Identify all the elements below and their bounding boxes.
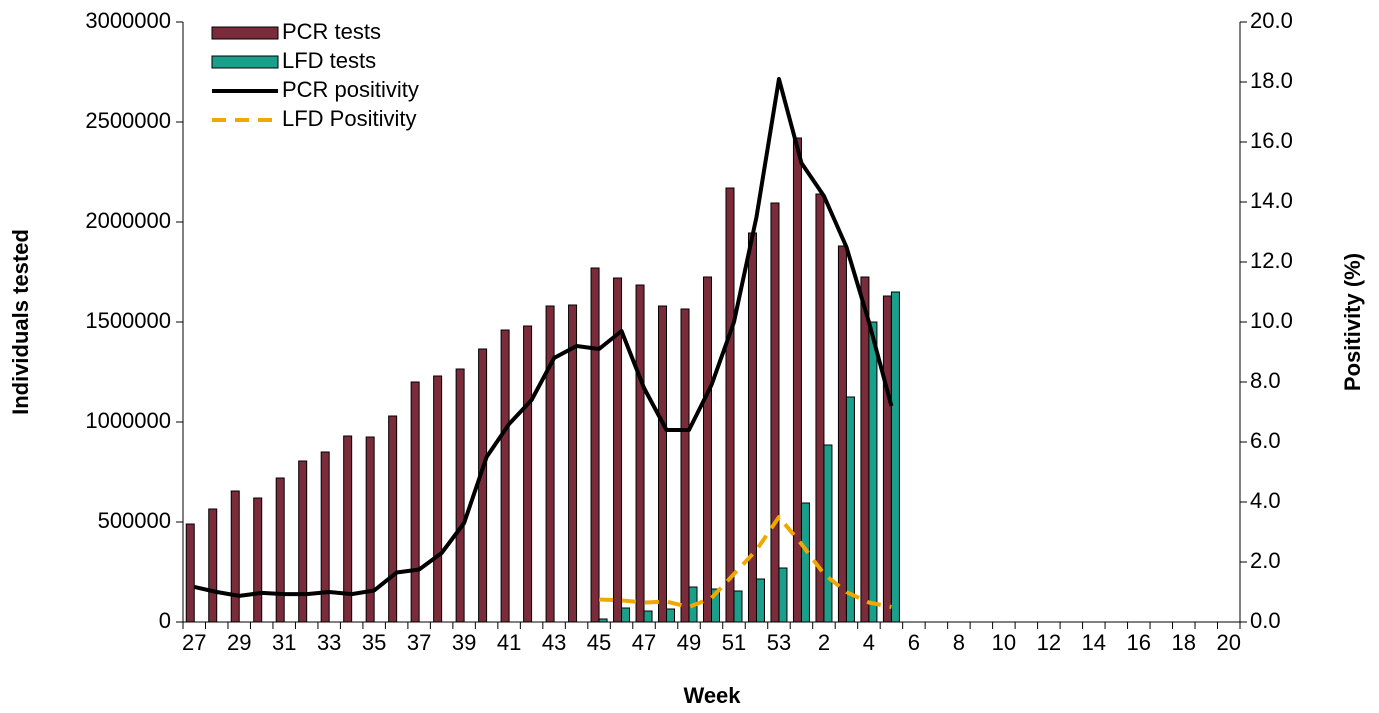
bar — [823, 444, 833, 623]
x-tick-label: 29 — [227, 630, 251, 655]
bar — [703, 276, 712, 623]
bar — [800, 502, 810, 623]
legend-label: PCR positivity — [282, 77, 419, 102]
bar — [275, 477, 285, 623]
bar — [815, 193, 825, 623]
legend-swatch — [211, 55, 279, 69]
bar — [792, 137, 802, 623]
y2-tick-label: 8.0 — [1250, 368, 1281, 393]
y2-tick-label: 18.0 — [1250, 68, 1293, 93]
x-tick-label: 31 — [272, 630, 296, 655]
y2-tick-label: 20.0 — [1250, 8, 1293, 33]
bar — [770, 202, 780, 623]
x-tick-label: 39 — [452, 630, 476, 655]
y-tick-label: 0 — [159, 608, 171, 633]
y2-tick-label: 2.0 — [1250, 548, 1281, 573]
bar — [747, 232, 757, 623]
x-tick-label: 35 — [362, 630, 386, 655]
bar — [666, 608, 676, 623]
x-tick-label: 12 — [1037, 630, 1061, 655]
bar — [478, 348, 488, 623]
legend-label: PCR tests — [282, 19, 381, 44]
bar — [778, 567, 788, 623]
y-tick-label: 2500000 — [85, 108, 171, 133]
x-tick-label: 20 — [1217, 630, 1241, 655]
bar — [523, 325, 533, 623]
bar — [658, 305, 668, 623]
x-tick-label: 43 — [542, 630, 566, 655]
x-tick-label: 27 — [182, 630, 206, 655]
bar — [711, 588, 720, 623]
bar — [613, 277, 623, 623]
bar — [388, 415, 398, 623]
bar — [725, 187, 735, 623]
y2-tick-label: 10.0 — [1250, 308, 1293, 333]
bar — [845, 396, 855, 623]
bar — [500, 329, 510, 623]
x-tick-label: 45 — [587, 630, 611, 655]
bar — [890, 291, 900, 623]
bar — [590, 267, 600, 623]
x-tick-label: 37 — [407, 630, 431, 655]
bar — [635, 284, 645, 623]
y2-tick-label: 12.0 — [1250, 248, 1293, 273]
bar — [680, 308, 690, 623]
bar — [185, 523, 195, 623]
bar — [568, 304, 578, 623]
x-tick-label: 49 — [677, 630, 701, 655]
bar — [343, 435, 353, 623]
x-tick-label: 2 — [818, 630, 830, 655]
y2-tick-label: 4.0 — [1250, 488, 1281, 513]
legend-label: LFD Positivity — [282, 106, 416, 131]
x-tick-label: 6 — [908, 630, 920, 655]
bar — [860, 276, 870, 623]
bar — [545, 305, 555, 623]
x-tick-label: 14 — [1082, 630, 1106, 655]
bar — [320, 451, 330, 623]
y-tick-label: 1500000 — [85, 308, 171, 333]
x-tick-label: 33 — [317, 630, 341, 655]
legend-swatch — [211, 26, 279, 40]
bar — [755, 578, 765, 623]
bar — [455, 368, 465, 623]
x-tick-label: 16 — [1127, 630, 1151, 655]
x-tick-label: 18 — [1172, 630, 1196, 655]
x-tick-label: 53 — [767, 630, 791, 655]
bar — [410, 381, 420, 623]
y-tick-label: 2000000 — [85, 208, 171, 233]
bar — [882, 295, 892, 623]
y2-tick-label: 6.0 — [1250, 428, 1281, 453]
y2-axis-title: Positivity (%) — [1340, 253, 1365, 391]
bar — [643, 610, 653, 623]
y-tick-label: 3000000 — [85, 8, 171, 33]
bar — [433, 375, 443, 623]
x-tick-label: 47 — [632, 630, 656, 655]
x-axis-title: Week — [683, 683, 741, 708]
bar — [733, 590, 743, 623]
y2-tick-label: 14.0 — [1250, 188, 1293, 213]
bar — [298, 460, 308, 623]
y-tick-label: 500000 — [98, 508, 171, 533]
x-tick-label: 4 — [863, 630, 875, 655]
legend-label: LFD tests — [282, 48, 376, 73]
y2-tick-label: 0.0 — [1250, 608, 1281, 633]
line — [598, 515, 892, 609]
bar — [253, 497, 263, 623]
bar — [621, 607, 631, 623]
bar — [837, 245, 847, 623]
line — [193, 77, 894, 598]
bar — [208, 508, 218, 623]
bar — [230, 490, 240, 623]
x-tick-label: 41 — [497, 630, 521, 655]
x-tick-label: 10 — [992, 630, 1016, 655]
x-tick-label: 8 — [953, 630, 965, 655]
y-tick-label: 1000000 — [85, 408, 171, 433]
bar — [868, 321, 878, 623]
y2-tick-label: 16.0 — [1250, 128, 1293, 153]
x-tick-label: 51 — [722, 630, 746, 655]
bar — [365, 436, 375, 623]
bar — [598, 618, 608, 623]
y-axis-title: Individuals tested — [8, 229, 33, 415]
